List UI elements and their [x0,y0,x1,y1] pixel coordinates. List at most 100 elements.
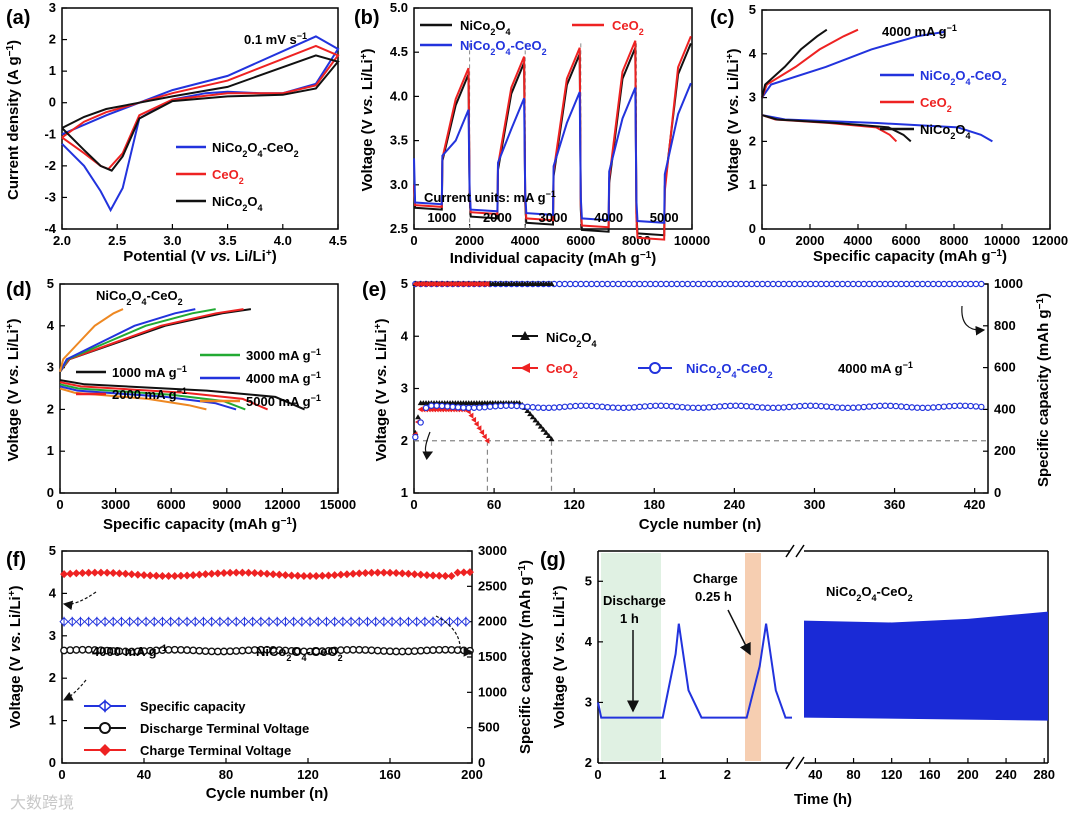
capacity-point [354,616,364,627]
charge-voltage-point [176,571,185,580]
charge-voltage-point [152,571,161,580]
axis-break-marks [785,544,805,770]
y-tick-label: 0 [47,485,54,500]
voltage-point [508,402,515,409]
voltage-point [727,402,734,410]
y-tick-label: 1000 [994,276,1023,291]
panel-g-charge-time: 0.25 h [695,589,732,604]
voltage-point [529,414,536,420]
discharge-voltage-point [66,646,75,655]
x-tick-label: 200 [461,767,483,782]
charge-voltage-point [140,571,148,580]
capacity-point [748,280,755,288]
voltage-point [534,404,542,411]
panel-c-x-ticks: 0 2000 4000 6000 8000 10000 12000 [758,224,1068,248]
legend-ceo2: CeO2 [546,361,578,380]
voltage-point [780,404,787,411]
charge-curve [761,30,945,99]
capacity-point [695,280,702,288]
charge-voltage-point [293,571,302,580]
voltage-point [481,403,488,411]
discharge-voltage-point [398,647,407,656]
x-tick-label: 80 [219,767,233,782]
discharge-voltage-point [238,646,247,655]
charge-voltage-point [72,569,81,578]
capacity-point [914,280,921,288]
panel-e-y-label: Voltage (V vs. Li/Li+) [373,318,391,461]
voltage-point [823,403,830,410]
capacity-point [465,281,471,287]
voltage-point [930,404,937,411]
panel-f-series [59,568,474,656]
panel-g-discharge-zone [601,553,661,761]
voltage-point [468,412,474,419]
capacity-point [679,280,686,288]
voltage-point [543,429,550,435]
voltage-point [892,402,900,410]
charge-voltage-point [146,571,155,580]
voltage-point [844,404,852,412]
voltage-point [641,403,649,410]
discharge-voltage-point [429,646,437,654]
voltage-point [695,404,702,412]
voltage-point [454,404,462,411]
voltage-point [876,402,884,410]
voltage-point [593,403,601,410]
discharge-voltage-point [349,645,357,654]
legend-ceo2: CeO2 [612,18,644,37]
charge-voltage-point [121,569,130,578]
x-tick-label: 160 [379,767,401,782]
discharge-voltage-point [213,647,222,656]
y-tick-label: 500 [478,720,500,735]
x-tick-label: 280 [1033,767,1055,782]
capacity-point [951,280,958,288]
panel-g-charge-zone [745,553,761,761]
capacity-point [759,280,766,288]
charge-voltage-point [453,568,462,577]
legend-nico2o4-ceo2: NiCo2O4-CeO2 [212,140,299,159]
capacity-point [561,280,569,288]
charge-curve [761,28,828,98]
charge-voltage-point [342,570,351,579]
voltage-point [556,404,563,411]
panel-b-legend: NiCo2O4 CeO2 NiCo2O4-CeO2 [420,18,644,57]
voltage-point [540,426,547,432]
capacity-point [165,616,176,627]
x-tick-label: 200 [957,767,979,782]
x-tick-label: 0 [56,497,63,512]
charge-voltage-point [213,569,222,578]
voltage-point [855,404,862,411]
voltage-point [497,402,504,410]
voltage-point [415,414,422,420]
x-tick-label: 6000 [566,233,595,248]
capacity-point [647,280,654,288]
voltage-point [967,402,974,410]
cv-curve [61,54,340,172]
voltage-point [865,403,873,410]
y-tick-label: 0 [49,95,56,110]
voltage-point [471,416,477,423]
voltage-point [914,404,921,411]
panel-e-y-ticks: 1 2 3 4 5 [401,276,419,500]
y-tick-label: 4 [749,46,757,61]
voltage-point [540,404,547,412]
panel-b-series [413,35,692,241]
charge-voltage-point [109,569,118,578]
charge-voltage-point [226,568,235,577]
capacity-point [452,281,458,287]
capacity-point [297,616,307,627]
capacity-point [433,281,439,287]
capacity-point [329,616,340,627]
voltage-point [663,402,670,410]
charge-voltage-point [404,569,413,578]
y-tick-label: 3.0 [390,177,408,192]
capacity-point [823,280,830,288]
capacity-point [479,281,485,287]
y-tick-label: 5 [585,573,592,588]
legend-3000: 3000 mA g−1 [246,347,321,363]
legend-marker [99,722,111,734]
charge-voltage-point [318,571,327,580]
legend-charge-terminal: Charge Terminal Voltage [140,743,291,758]
charge-voltage-point [306,572,315,581]
voltage-point [604,403,611,411]
